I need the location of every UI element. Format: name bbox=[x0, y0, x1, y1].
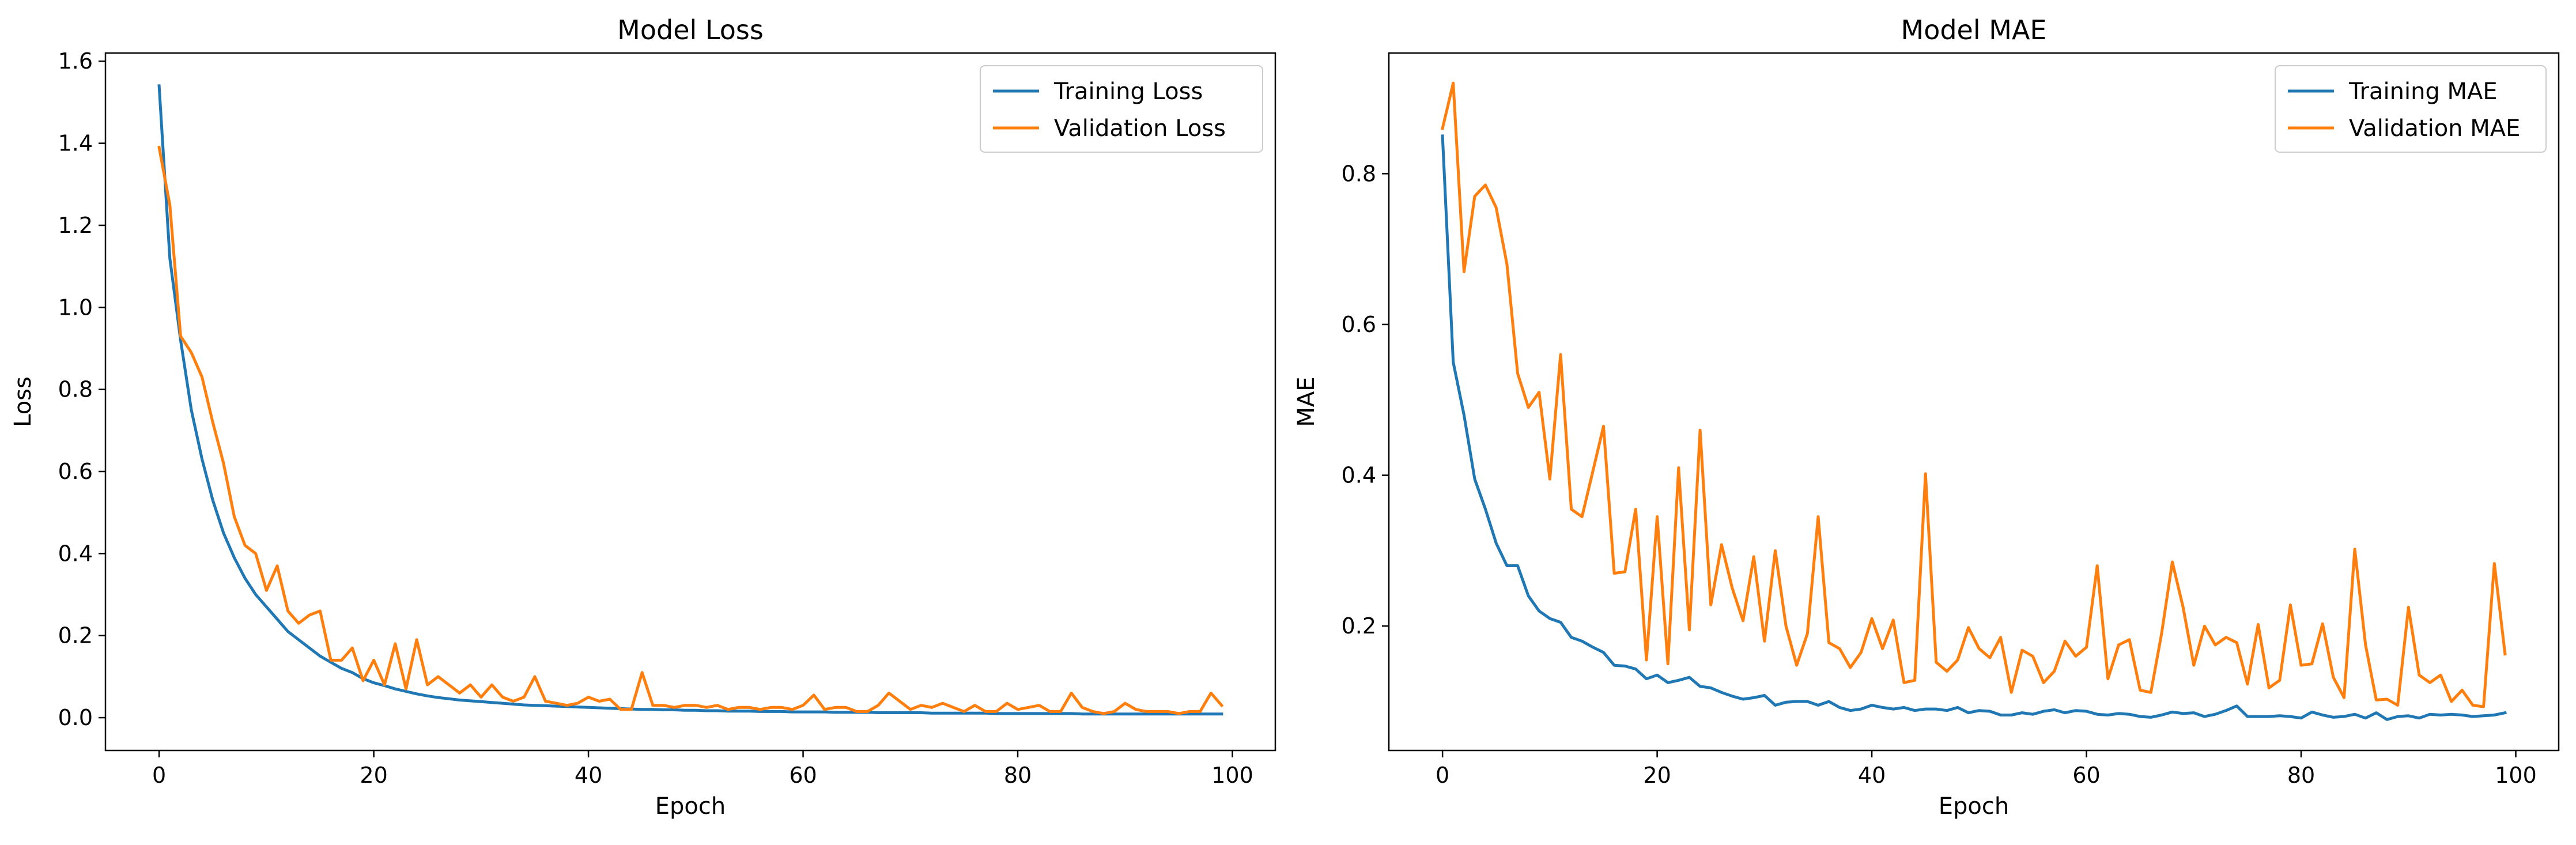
chart-title: Model MAE bbox=[1901, 14, 2047, 46]
chart-title: Model Loss bbox=[617, 14, 764, 46]
y-tick-label: 0.4 bbox=[58, 541, 93, 566]
x-tick-label: 80 bbox=[2287, 763, 2315, 788]
y-tick-label: 0.6 bbox=[1342, 312, 1376, 337]
legend-label-training-mae: Training MAE bbox=[2348, 78, 2498, 105]
legend-label-training-loss: Training Loss bbox=[1053, 78, 1203, 105]
y-axis-label: MAE bbox=[1293, 376, 1320, 427]
mae-chart-panel: Model MAE Epoch MAE 0 20 40 60 80 100 0.2 0.4 0.… bbox=[1293, 14, 2560, 820]
y-tick-label: 1.2 bbox=[58, 213, 93, 238]
legend-label-validation-mae: Validation MAE bbox=[2349, 115, 2520, 142]
series-line-training-mae bbox=[1441, 134, 2507, 721]
plot-frame bbox=[1388, 52, 2560, 752]
x-tick-label: 100 bbox=[2495, 763, 2537, 788]
legend-label-validation-loss: Validation Loss bbox=[1054, 115, 1226, 142]
x-tick-label: 20 bbox=[1643, 763, 1671, 788]
series-line-training-loss bbox=[157, 84, 1223, 716]
y-tick-label: 0.6 bbox=[58, 459, 93, 484]
y-tick-label: 0.8 bbox=[58, 377, 93, 402]
series-line-validation-mae bbox=[1441, 81, 2507, 708]
y-tick-label: 1.6 bbox=[58, 48, 93, 74]
x-tick-label: 60 bbox=[2072, 763, 2100, 788]
x-tick-label: 80 bbox=[1004, 763, 1032, 788]
legend-box bbox=[980, 65, 1263, 153]
x-tick-label: 0 bbox=[1436, 763, 1449, 788]
x-tick-label: 40 bbox=[1858, 763, 1886, 788]
x-axis-label: Epoch bbox=[1939, 793, 2009, 820]
legend-box bbox=[2275, 65, 2547, 153]
y-tick-label: 1.4 bbox=[58, 131, 93, 156]
y-tick-label: 0.2 bbox=[58, 623, 93, 648]
x-tick-label: 0 bbox=[152, 763, 166, 788]
x-axis-label: Epoch bbox=[655, 793, 726, 820]
loss-chart-panel: Model Loss Epoch Loss 0 20 40 60 80 100 0.0 0.2… bbox=[10, 14, 1276, 820]
x-tick-label: 60 bbox=[789, 763, 817, 788]
x-tick-label: 100 bbox=[1211, 763, 1253, 788]
y-tick-label: 0.2 bbox=[1342, 613, 1376, 639]
y-tick-label: 0.4 bbox=[1342, 463, 1376, 488]
y-axis-label: Loss bbox=[10, 376, 36, 427]
x-tick-label: 20 bbox=[360, 763, 387, 788]
y-tick-label: 1.0 bbox=[58, 295, 93, 320]
x-tick-label: 40 bbox=[575, 763, 602, 788]
y-tick-label: 0.8 bbox=[1342, 161, 1376, 186]
series-line-validation-loss bbox=[157, 145, 1224, 715]
plot-frame bbox=[104, 52, 1276, 752]
y-tick-label: 0.0 bbox=[58, 705, 93, 730]
